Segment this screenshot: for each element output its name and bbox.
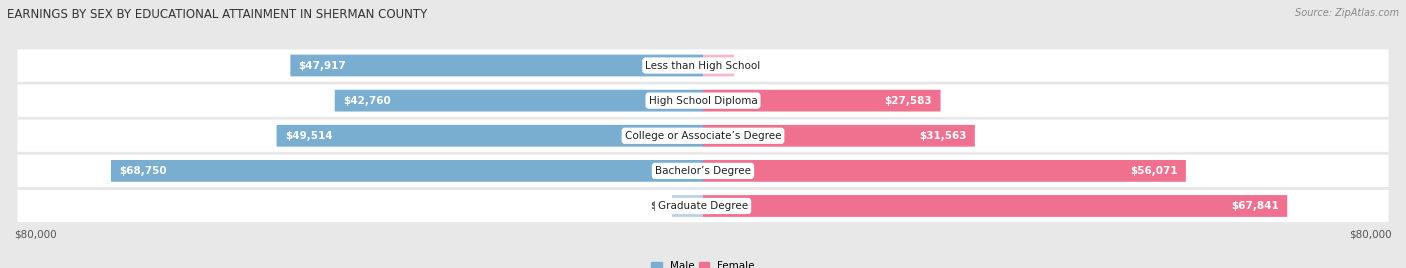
Text: $56,071: $56,071 bbox=[1130, 166, 1178, 176]
Text: $47,917: $47,917 bbox=[298, 61, 346, 70]
Text: $0: $0 bbox=[651, 201, 665, 211]
FancyBboxPatch shape bbox=[703, 90, 941, 111]
FancyBboxPatch shape bbox=[17, 155, 1389, 187]
Text: Bachelor’s Degree: Bachelor’s Degree bbox=[655, 166, 751, 176]
FancyBboxPatch shape bbox=[335, 90, 703, 111]
FancyBboxPatch shape bbox=[17, 49, 1389, 82]
FancyBboxPatch shape bbox=[17, 84, 1389, 117]
Text: $31,563: $31,563 bbox=[920, 131, 966, 141]
FancyBboxPatch shape bbox=[17, 120, 1389, 152]
Text: Source: ZipAtlas.com: Source: ZipAtlas.com bbox=[1295, 8, 1399, 18]
Text: EARNINGS BY SEX BY EDUCATIONAL ATTAINMENT IN SHERMAN COUNTY: EARNINGS BY SEX BY EDUCATIONAL ATTAINMEN… bbox=[7, 8, 427, 21]
Text: Less than High School: Less than High School bbox=[645, 61, 761, 70]
FancyBboxPatch shape bbox=[291, 55, 703, 76]
Text: $49,514: $49,514 bbox=[285, 131, 332, 141]
Text: $67,841: $67,841 bbox=[1232, 201, 1279, 211]
Text: College or Associate’s Degree: College or Associate’s Degree bbox=[624, 131, 782, 141]
FancyBboxPatch shape bbox=[672, 195, 703, 217]
FancyBboxPatch shape bbox=[703, 160, 1185, 182]
FancyBboxPatch shape bbox=[111, 160, 703, 182]
FancyBboxPatch shape bbox=[703, 195, 1288, 217]
Text: $42,760: $42,760 bbox=[343, 96, 391, 106]
Text: Graduate Degree: Graduate Degree bbox=[658, 201, 748, 211]
Text: $27,583: $27,583 bbox=[884, 96, 932, 106]
Text: $80,000: $80,000 bbox=[1350, 230, 1392, 240]
Text: $80,000: $80,000 bbox=[14, 230, 56, 240]
FancyBboxPatch shape bbox=[277, 125, 703, 147]
FancyBboxPatch shape bbox=[17, 190, 1389, 222]
FancyBboxPatch shape bbox=[703, 125, 974, 147]
Text: High School Diploma: High School Diploma bbox=[648, 96, 758, 106]
Legend: Male, Female: Male, Female bbox=[647, 257, 759, 268]
FancyBboxPatch shape bbox=[703, 55, 734, 76]
Text: $68,750: $68,750 bbox=[120, 166, 167, 176]
Text: $0: $0 bbox=[741, 61, 755, 70]
